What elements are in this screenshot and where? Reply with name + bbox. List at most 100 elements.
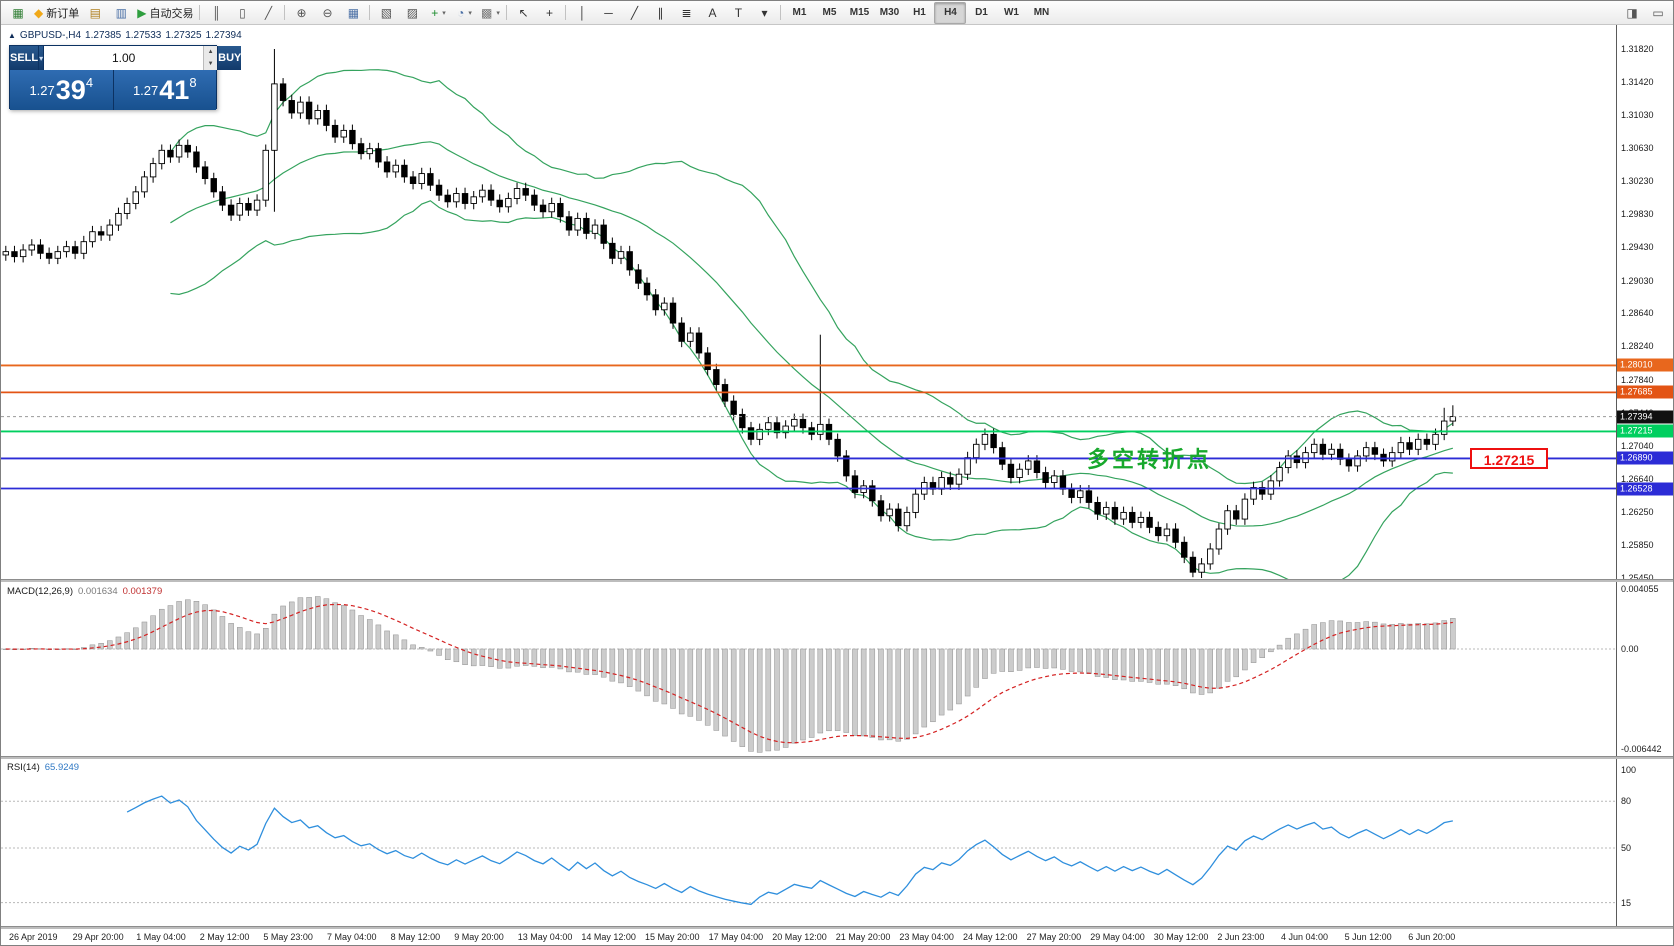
app-icon[interactable]: ▦ <box>5 3 31 23</box>
candle-body <box>955 473 963 485</box>
candle-body <box>470 196 477 204</box>
bar-chart-icon[interactable]: ║ <box>203 3 229 23</box>
macd-histogram-bar <box>1346 622 1352 650</box>
price-callout-box[interactable]: 1.27215 <box>1470 448 1548 469</box>
crosshair-icon[interactable]: + <box>536 3 562 23</box>
macd-histogram-bar <box>470 648 477 667</box>
candle-body <box>947 477 954 485</box>
data-window-icon[interactable]: ◨ <box>1619 3 1645 23</box>
tf-m15[interactable]: M15 <box>844 3 874 23</box>
autotrading-button: ▶ <box>137 5 147 20</box>
candle-body <box>1059 475 1067 490</box>
candlestick-chart-icon[interactable]: ▯ <box>229 3 255 23</box>
sell-price-button[interactable]: 1.27 39 4 <box>10 70 113 110</box>
time-axis-label: 13 May 04:00 <box>517 932 573 942</box>
macd-value-2: 0.001379 <box>122 586 163 597</box>
candle-body <box>1155 526 1162 537</box>
volume-up-icon[interactable]: ▲ <box>207 49 214 55</box>
macd-axis-label: -0.006442 <box>1621 744 1662 755</box>
horizontal-line-icon: ─ <box>604 5 613 20</box>
tf-w1[interactable]: W1 <box>996 3 1026 23</box>
periods-button[interactable]: ◔ ▾ <box>451 3 477 23</box>
macd-histogram-bar <box>1207 648 1213 694</box>
vertical-line-icon[interactable]: │ <box>569 3 595 23</box>
cursor-icon[interactable]: ↖ <box>510 3 536 23</box>
arrange-windows-icon[interactable]: ▧ <box>373 3 399 23</box>
new-order-button[interactable]: ◆ 新订单 <box>31 3 82 23</box>
tf-d1[interactable]: D1 <box>966 3 996 23</box>
cascade-windows-icon[interactable]: ▨ <box>399 3 425 23</box>
tf-h1[interactable]: H1 <box>904 3 934 23</box>
ohlc-close: 1.27394 <box>205 30 242 41</box>
label-icon[interactable]: T <box>725 3 751 23</box>
horizontal-line-icon[interactable]: ─ <box>595 3 621 23</box>
candle-body <box>1068 488 1075 498</box>
channel-icon[interactable]: ∥ <box>647 3 673 23</box>
zoom-out-icon[interactable]: ⊖ <box>314 3 340 23</box>
tf-m1[interactable]: M1 <box>784 3 814 23</box>
panel-divider[interactable] <box>1 579 1673 582</box>
rsi-axis-label: 50 <box>1621 843 1632 853</box>
macd-histogram-bar <box>1042 648 1049 669</box>
macd-histogram-bar <box>566 648 572 673</box>
line-chart-icon[interactable]: ╱ <box>255 3 281 23</box>
candle-body <box>1042 472 1049 483</box>
volume-stepper[interactable]: ▲ ▼ <box>203 46 218 70</box>
indicators-button[interactable]: + ▾ <box>425 3 451 23</box>
macd-histogram-bar <box>280 605 286 650</box>
data-window-icon: ◨ <box>1626 5 1638 20</box>
macd-histogram-bar <box>791 648 798 744</box>
fibonacci-icon[interactable]: ≣ <box>673 3 699 23</box>
chart-shift-icon[interactable]: ▭ <box>1645 3 1671 23</box>
templates-button[interactable]: ▩ ▾ <box>477 3 503 23</box>
candle-body <box>869 485 876 502</box>
macd-histogram-bar <box>237 627 243 650</box>
panel-divider[interactable] <box>1 926 1673 929</box>
macd-histogram-bar <box>1441 620 1447 650</box>
shapes-dropdown[interactable]: ▾ <box>751 3 777 23</box>
market-watch-icon[interactable]: ▥ <box>108 3 134 23</box>
chart-profiles-icon[interactable]: ▤ <box>82 3 108 23</box>
toolbar: ▦ ◆ 新订单 ▤ ▥ ▶ 自动交易 ║ ▯ ╱ ⊕ ⊖ ▦ ▧ ▨ + ▾ ◔ ▾ ▩ ▾ ↖ + │ ─ ╱ ∥ ≣ A T ▾ M1 M5… <box>1 1 1673 25</box>
text-icon[interactable]: A <box>699 3 725 23</box>
buy-button[interactable]: BUY <box>218 46 242 70</box>
candle-body <box>531 194 538 206</box>
trendline-icon[interactable]: ╱ <box>621 3 647 23</box>
time-axis-label: 26 Apr 2019 <box>9 932 58 942</box>
buy-price-button[interactable]: 1.27 41 8 <box>112 70 216 110</box>
macd-histogram-bar <box>1424 623 1430 650</box>
candle-body <box>210 178 217 193</box>
tf-mn[interactable]: MN <box>1026 3 1056 23</box>
panel-divider[interactable] <box>1 756 1673 759</box>
volume-input[interactable] <box>44 46 204 70</box>
candle-body <box>97 231 105 236</box>
macd-histogram-bar <box>756 648 763 753</box>
macd-histogram-bar <box>297 597 304 650</box>
macd-histogram-bar <box>999 648 1006 672</box>
candle-body <box>513 188 521 199</box>
candle-body <box>418 173 425 184</box>
macd-histogram-bar <box>834 648 841 731</box>
tf-h4[interactable]: H4 <box>934 1 967 24</box>
macd-histogram-bar <box>904 648 910 740</box>
tile-windows-icon[interactable]: ▦ <box>340 3 366 23</box>
candle-body <box>1137 516 1145 523</box>
tf-m5[interactable]: M5 <box>814 3 844 23</box>
time-axis[interactable]: 26 Apr 2019 29 Apr 20:00 1 May 04:00 2 May … <box>1 929 1673 945</box>
macd-histogram-bar <box>1068 648 1075 672</box>
macd-histogram-bar <box>436 648 442 656</box>
macd-histogram-bar <box>1259 648 1265 658</box>
volume-down-icon[interactable]: ▼ <box>207 61 214 67</box>
macd-histogram-bar <box>1103 648 1110 678</box>
sell-button[interactable]: SELL <box>10 46 39 70</box>
tf-w1-label: W1 <box>1003 7 1019 18</box>
trade-options-dropdown[interactable]: ▾ <box>38 46 45 70</box>
autotrading-button[interactable]: ▶ 自动交易 <box>134 3 196 23</box>
chart-annotation-text[interactable]: 多空转折点 <box>1087 447 1213 472</box>
macd-axis-label: 0.004055 <box>1621 584 1659 594</box>
candle-body <box>11 251 18 258</box>
candle-body <box>487 189 495 201</box>
zoom-in-icon[interactable]: ⊕ <box>288 3 314 23</box>
tf-m30[interactable]: M30 <box>874 3 904 23</box>
